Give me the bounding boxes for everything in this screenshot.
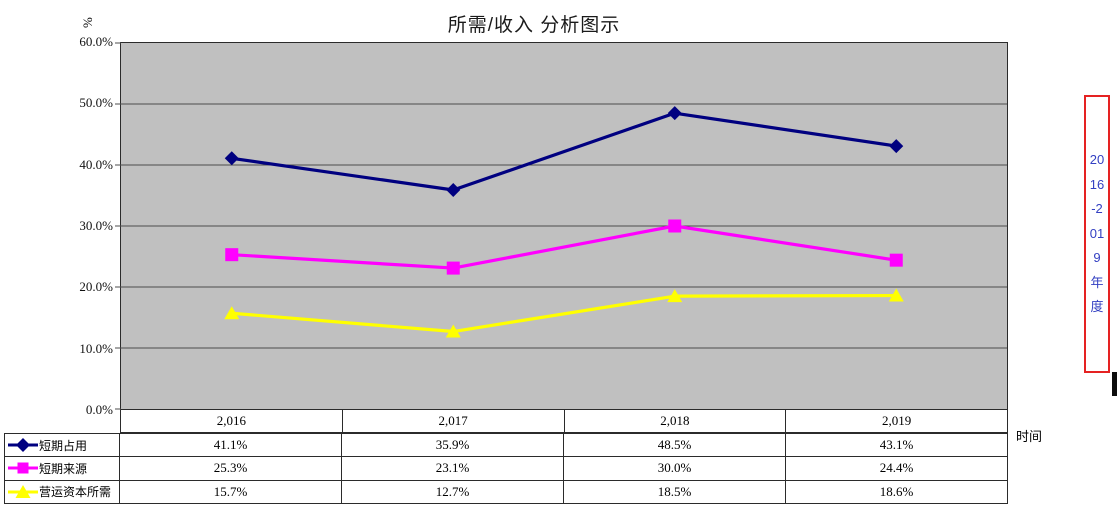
y-tick-label: 20.0%	[79, 279, 113, 294]
value-cell: 24.4%	[879, 460, 914, 476]
table-row: 短期来源 25.3% 23.1% 30.0% 24.4%	[5, 457, 1007, 481]
value-cell: 23.1%	[342, 457, 564, 480]
x-axis-category-row: 2,016 2,017 2,018 2,019	[120, 410, 1008, 433]
y-axis-tick-labels: 60.0% 50.0% 40.0% 30.0% 20.0% 10.0% 0.0%	[53, 0, 113, 512]
period-annotation-text: 2016-2019年度	[1089, 152, 1105, 315]
series-name-label: 短期来源	[39, 461, 88, 476]
plot-area	[115, 42, 1008, 410]
x-category-label: 2,018	[565, 410, 787, 432]
x-axis-title: 时间	[1016, 429, 1043, 444]
x-category-label: 2,019	[882, 413, 912, 428]
chart-title: 所需/收入 分析图示	[447, 15, 621, 36]
y-tick-label: 30.0%	[79, 218, 113, 233]
value-cell: 12.7%	[342, 480, 564, 503]
value-cell: 43.1%	[879, 437, 914, 453]
legend-cell: 营运资本所需	[5, 480, 120, 503]
value-cell: 18.5%	[564, 480, 786, 503]
period-annotation-box: 2016-2019年度	[1084, 95, 1110, 373]
value-cell: 18.6%	[879, 483, 914, 499]
data-table: 短期占用 41.1% 35.9% 48.5% 43.1% 短期来源 25.3% …	[4, 433, 1008, 504]
triangle-marker-icon	[8, 484, 38, 498]
y-tick-label: 50.0%	[79, 95, 113, 110]
legend-cell: 短期来源	[5, 457, 120, 480]
series-name-label: 营运资本所需	[39, 485, 112, 500]
diamond-marker-icon	[8, 438, 38, 453]
line-chart-canvas	[115, 42, 1007, 410]
series-name-label: 短期占用	[39, 438, 88, 453]
x-category-label: 2,016	[121, 410, 343, 432]
square-marker-icon	[8, 462, 38, 474]
y-tick-label: 0.0%	[85, 402, 113, 417]
y-tick-label: 10.0%	[79, 341, 113, 356]
cursor-bar	[1112, 372, 1117, 396]
y-tick-label: 60.0%	[79, 34, 113, 49]
table-row: 营运资本所需 15.7% 12.7% 18.5% 18.6%	[5, 480, 1007, 503]
value-cell: 15.7%	[120, 480, 342, 503]
x-category-label: 2,017	[343, 410, 565, 432]
value-cell: 41.1%	[120, 434, 342, 457]
legend-cell: 短期占用	[5, 434, 120, 457]
value-cell: 35.9%	[342, 434, 564, 457]
table-row: 短期占用 41.1% 35.9% 48.5% 43.1%	[5, 434, 1007, 458]
value-cell: 25.3%	[120, 457, 342, 480]
value-cell: 30.0%	[564, 457, 786, 480]
y-tick-label: 40.0%	[79, 157, 113, 172]
value-cell: 48.5%	[564, 434, 786, 457]
